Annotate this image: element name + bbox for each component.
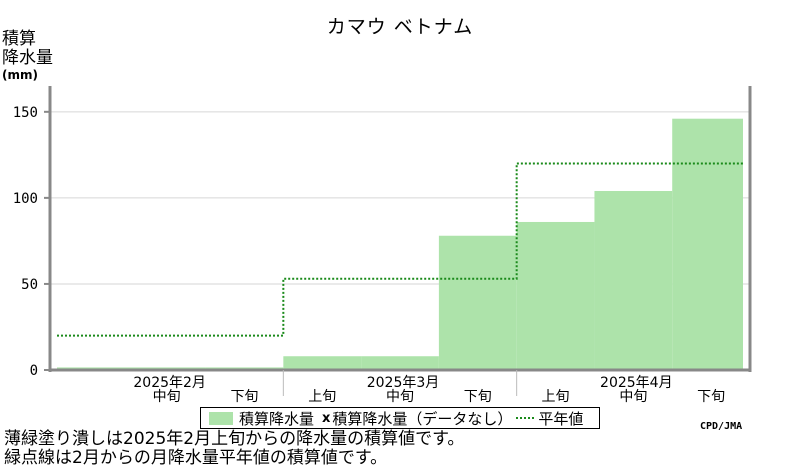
y-tick-label: 0: [30, 363, 38, 379]
bar-actual-segment: [516, 221, 595, 370]
bar-actual-segment: [361, 356, 439, 370]
bar-actual-segment: [438, 235, 517, 370]
legend-label-actual: 積算降水量: [239, 409, 315, 428]
chart-title: カマウ ベトナム: [326, 16, 474, 38]
x-dekad-label: 中旬: [386, 389, 414, 405]
legend-label-missing: 積算降水量（データなし）: [332, 409, 513, 428]
credit-label: CPD/JMA: [700, 421, 743, 432]
footnotes: 薄緑塗り潰しは2025年2月上旬からの降水量の積算値です。 緑点線は2月からの月…: [4, 430, 464, 468]
x-dekad-label: 中旬: [619, 389, 647, 405]
y-axis-label-line1: 積算: [2, 29, 36, 49]
x-dekad-label: 上旬: [308, 389, 336, 405]
y-axis-unit: (mm): [2, 68, 38, 82]
footnote-dotted: 緑点線は2月からの月降水量平年値の積算値です。: [4, 448, 388, 468]
x-month-label: 2025年2月: [133, 375, 206, 391]
y-tick-label: 100: [13, 191, 38, 207]
bar-actual-segment: [283, 356, 362, 370]
x-dekad-label: 下旬: [697, 389, 725, 405]
y-axis-label-line2: 降水量: [2, 48, 53, 68]
y-tick-label: 50: [21, 277, 38, 293]
x-dekad-label: 下旬: [464, 389, 492, 405]
x-month-label: 2025年4月: [600, 375, 673, 391]
legend-line-normal: [516, 417, 535, 419]
legend-missing-marker: x: [322, 410, 331, 426]
x-dekad-label: 上旬: [542, 389, 570, 405]
x-dekad-label: 中旬: [153, 389, 181, 405]
y-axis-label: 積算 降水量 (mm): [2, 29, 53, 83]
legend-label-normal: 平年値: [538, 409, 584, 428]
footnote-fill: 薄緑塗り潰しは2025年2月上旬からの降水量の積算値です。: [4, 429, 465, 449]
y-tick-label: 150: [13, 105, 38, 121]
bar-actual-segment: [672, 118, 743, 370]
chart-legend: 積算降水量 x 積算降水量（データなし） 平年値: [200, 407, 600, 429]
legend-swatch-actual: [209, 411, 233, 425]
x-dekad-label: 下旬: [230, 389, 258, 405]
bar-actual-segment: [594, 190, 673, 370]
x-month-label: 2025年3月: [367, 375, 440, 391]
line-normal: [57, 162, 743, 337]
